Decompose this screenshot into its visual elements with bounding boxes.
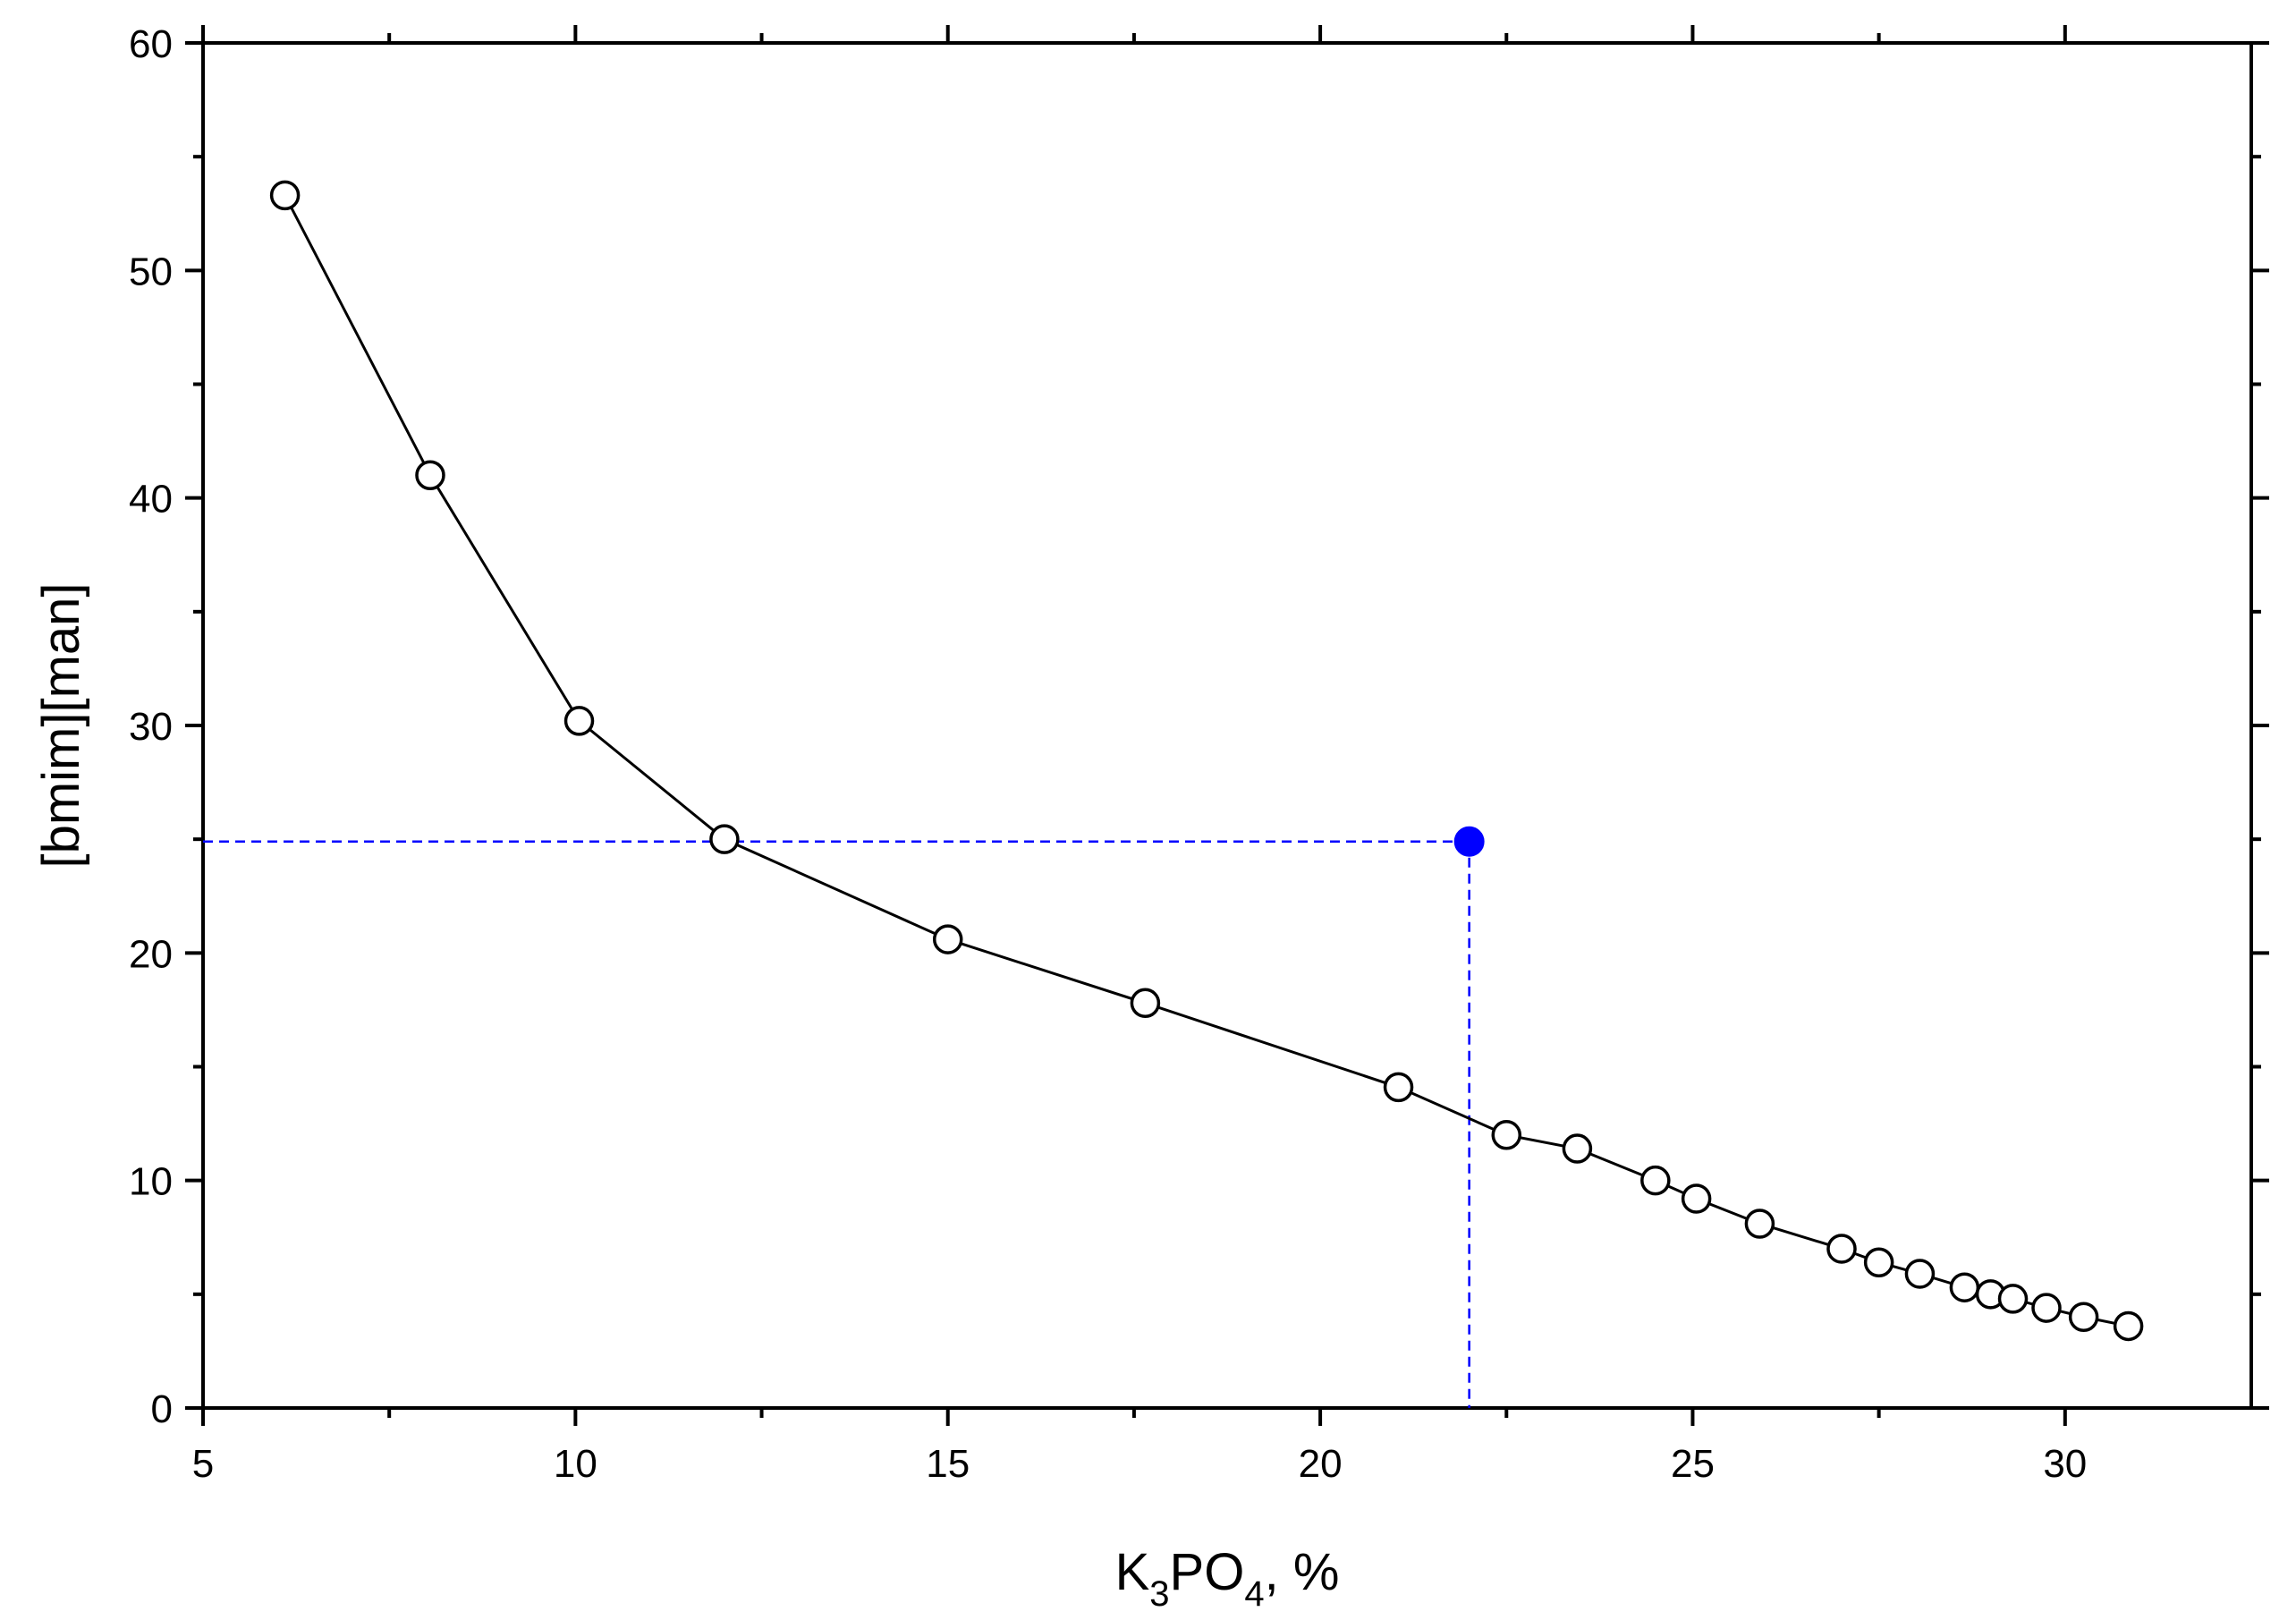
x-tick-label: 15 [926,1442,970,1486]
x-axis-title: K3PO4, % [1115,1543,1340,1614]
data-point [1640,1165,1671,1196]
y-tick-label: 20 [129,932,173,976]
x-axis-title-main: K [1115,1543,1150,1601]
data-point [1997,1284,2029,1314]
data-series [269,180,2144,1342]
y-tick-label: 10 [129,1160,173,1204]
highlight-guides [203,840,1470,1408]
y-tick-label: 50 [129,250,173,293]
data-point [563,706,595,736]
y-tick-label: 60 [129,22,173,66]
data-point [269,180,301,211]
data-point [1130,988,1161,1019]
data-point [1904,1259,1936,1289]
x-tick-label: 5 [192,1442,214,1486]
data-point [2113,1310,2144,1342]
data-point [932,924,963,954]
x-axis-title-sub2: 4 [1244,1574,1264,1614]
y-tick-label: 0 [151,1387,173,1431]
data-point [1491,1120,1522,1150]
data-point [1383,1072,1414,1103]
data-point [1562,1133,1593,1164]
data-point [1826,1234,1857,1264]
axis-ticks: 5 10 15 20 25 30 0 10 20 30 40 50 60 [129,22,2269,1486]
plot-frame [201,41,2253,1410]
y-axis-title: [bmim][man] [32,582,90,868]
data-point [2068,1302,2099,1333]
data-point [1863,1247,1894,1277]
data-point [1681,1183,1712,1214]
y-tick-label: 40 [129,478,173,522]
highlight-marker-group [1453,826,1485,857]
data-point [1949,1272,1980,1302]
data-point [415,460,445,490]
x-axis-title-mid: PO [1170,1543,1245,1601]
highlight-point [1453,826,1485,857]
x-axis-title-sub1: 3 [1149,1574,1169,1614]
data-point [1744,1209,1775,1239]
series-line [284,194,2129,1327]
x-tick-label: 25 [1671,1442,1715,1486]
x-tick-label: 10 [554,1442,597,1486]
x-tick-label: 30 [2043,1442,2087,1486]
data-point [709,824,740,854]
x-tick-label: 20 [1299,1442,1343,1486]
data-point [2031,1293,2062,1323]
y-tick-label: 30 [129,705,173,749]
x-axis-title-tail: , % [1265,1543,1340,1601]
